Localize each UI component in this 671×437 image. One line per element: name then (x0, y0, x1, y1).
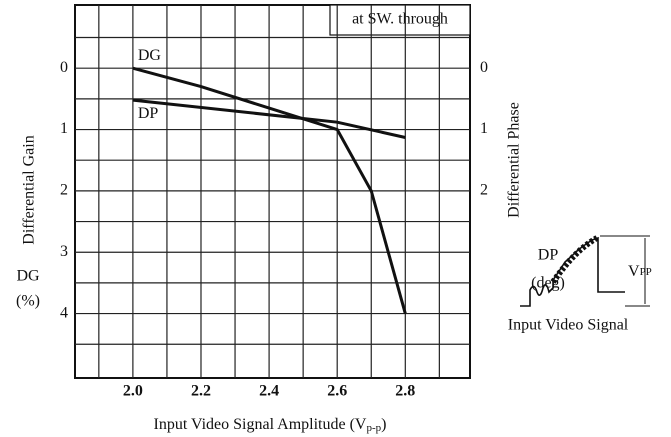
series-label: DG (138, 47, 162, 64)
amp-sub: PP (640, 266, 652, 278)
x-tick-label: 2.0 (123, 383, 143, 400)
x-tick-label: 2.2 (191, 383, 211, 400)
amp-v: V (628, 263, 640, 280)
waveform-burst (550, 235, 599, 284)
inset-label: DP (538, 247, 559, 264)
annotation-box (329, 4, 471, 36)
x-label-end: ) (381, 416, 386, 433)
series-label: DP (138, 105, 159, 122)
y2-tick-label: 0 (480, 59, 488, 76)
y-unit: DG (16, 268, 40, 285)
x-axis-label: Input Video Signal Amplitude (Vp-p) (154, 416, 387, 434)
y2-tick-label: 2 (480, 182, 488, 199)
inset-unit: (deg) (531, 275, 565, 292)
x-tick-label: 2.6 (327, 383, 347, 400)
y2-tick-label: 1 (480, 120, 488, 137)
y-tick-label: 1 (60, 120, 68, 137)
y2-axis-label: Differential Phase (506, 102, 523, 218)
x-label-main: Input Video Signal Amplitude (V (154, 416, 367, 433)
x-tick-label: 2.4 (259, 383, 279, 400)
inset: DP (deg) VPP Input Video Signal (508, 235, 652, 334)
series-line (132, 98, 406, 139)
inset-amplitude: VPP (628, 263, 652, 280)
annotation: at SW. through (352, 11, 448, 28)
y-tick-label: 0 (60, 59, 68, 76)
y-tick-label: 4 (60, 304, 68, 321)
x-label-sub: p-p (366, 422, 381, 434)
y-tick-label: 2 (60, 182, 68, 199)
y-axis-label: Differential Gain (21, 135, 38, 244)
waveform (520, 236, 625, 307)
y-unit: (%) (16, 293, 40, 310)
y-tick-label: 3 (60, 243, 68, 260)
plot-frame (74, 4, 471, 379)
inset-caption: Input Video Signal (508, 317, 629, 334)
x-tick-label: 2.8 (395, 383, 415, 400)
